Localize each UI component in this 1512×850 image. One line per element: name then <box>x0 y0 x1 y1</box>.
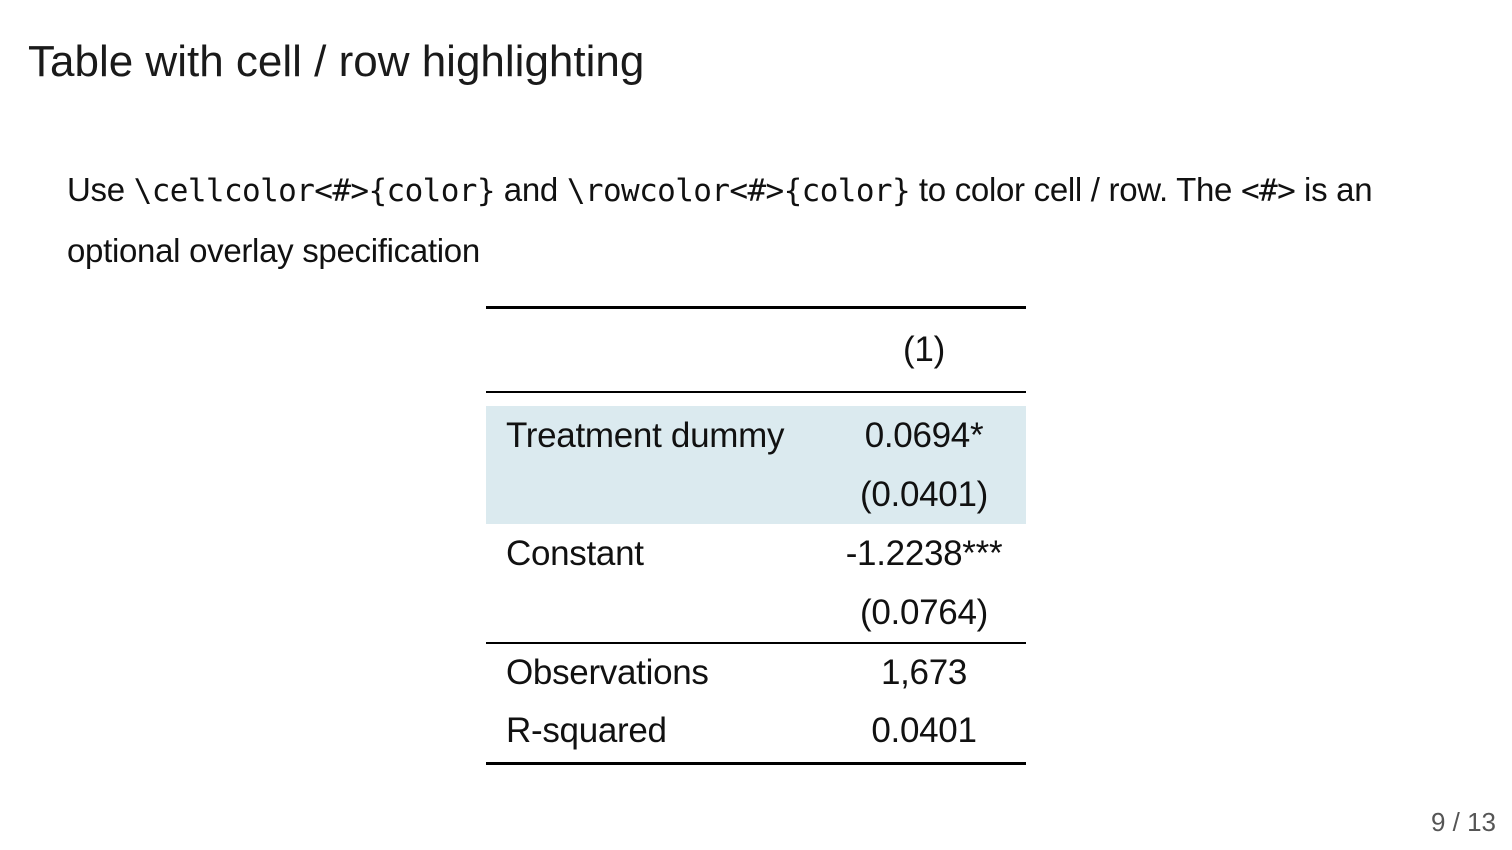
table-row-treatment-coef: Treatment dummy 0.0694* <box>486 406 1026 465</box>
stat-label-observations: Observations <box>486 642 822 702</box>
row-label-treatment: Treatment dummy <box>486 406 822 465</box>
body-text-part: is an optional overlay specification <box>67 171 1373 269</box>
table-row-constant-coef: Constant -1.2238*** <box>486 524 1026 583</box>
slide-body-text: Use \cellcolor<#>{color} and \rowcolor<#… <box>67 160 1467 280</box>
table-row-observations: Observations 1,673 <box>486 642 1026 702</box>
slide-title: Table with cell / row highlighting <box>28 37 645 86</box>
table-header-empty <box>486 306 822 392</box>
table-row-constant-se: (0.0764) <box>486 583 1026 643</box>
regression-table: (1) Treatment dummy 0.0694* (0.0401) Con… <box>486 306 1026 765</box>
table-row-rsquared: R-squared 0.0401 <box>486 702 1026 760</box>
row-label-constant: Constant <box>506 533 644 573</box>
stat-label-rsquared: R-squared <box>506 711 667 750</box>
constant-se: (0.0764) <box>860 592 988 632</box>
table-bottom-spacer <box>486 760 1026 765</box>
body-text-part: and <box>494 171 567 208</box>
constant-coef: -1.2238*** <box>845 533 1003 573</box>
body-text-part: Use <box>67 171 134 208</box>
code-cellcolor: \cellcolor<#>{color} <box>133 173 496 209</box>
table-header-row: (1) <box>486 306 1026 392</box>
stat-value-rsquared: 0.0401 <box>871 711 977 750</box>
body-text-part: to color cell / row. The <box>910 171 1241 208</box>
table-column-header: (1) <box>822 306 1026 392</box>
table-row-treatment-se: (0.0401) <box>486 465 1026 524</box>
code-overlay-spec: <#> <box>1240 173 1296 209</box>
row-label-empty <box>486 583 822 643</box>
page-number: 9 / 13 <box>1430 807 1496 837</box>
row-label-empty <box>486 465 822 524</box>
table-spacer <box>486 391 1026 406</box>
regression-table-grid: (1) Treatment dummy 0.0694* (0.0401) Con… <box>486 306 1026 765</box>
code-rowcolor: \rowcolor<#>{color} <box>566 173 911 209</box>
treatment-se: (0.0401) <box>822 465 1026 524</box>
stat-value-observations: 1,673 <box>822 642 1026 702</box>
treatment-coef: 0.0694* <box>822 406 1026 465</box>
